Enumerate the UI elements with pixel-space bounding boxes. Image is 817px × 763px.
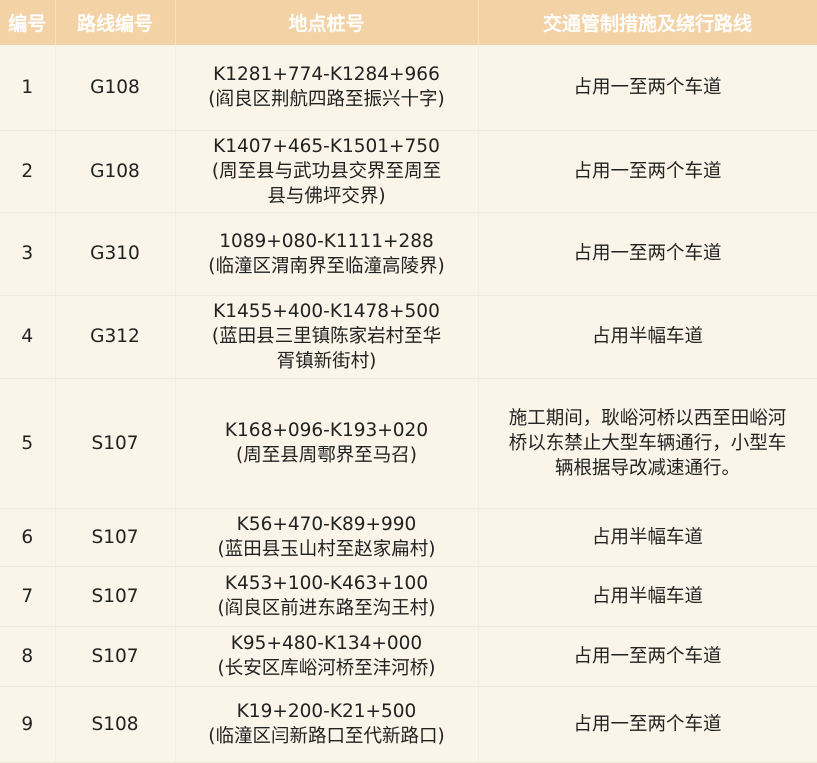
table-row: 7 S107 K453+100-K463+100 (阎良区前进东路至沟王村) 占用半幅…: [0, 566, 817, 627]
header-row: 编号 路线编号 地点桩号 交通管制措施及绕行路线: [0, 0, 817, 45]
location-stake: K19+200-K21+500 (临潼区闫新路口至代新路口): [175, 686, 479, 763]
table-row: 5 S107 K168+096-K193+020 (周至县周鄠界至马召) 施工期间，耿…: [0, 378, 817, 509]
row-number: 5: [0, 378, 56, 509]
location-stake: K56+470-K89+990 (蓝田县玉山村至赵家扁村): [175, 508, 479, 567]
control-measure: 施工期间，耿峪河桥以西至田峪河 桥以东禁止大型车辆通行，小型车 辆根据导改减速通…: [478, 378, 817, 509]
control-measure: 占用半幅车道: [478, 566, 817, 627]
row-number: 7: [0, 566, 56, 627]
row-number: 9: [0, 686, 56, 763]
table-row: 1 G108 K1281+774-K1284+966 (阎良区荆航四路至振兴十字) 占…: [0, 45, 817, 131]
route-code: S108: [55, 686, 176, 763]
header-location: 地点桩号: [175, 0, 479, 45]
location-stake: 1089+080-K1111+288 (临潼区渭南界至临潼高陵界): [175, 212, 479, 296]
location-stake: K453+100-K463+100 (阎良区前进东路至沟王村): [175, 566, 479, 627]
row-number: 1: [0, 45, 56, 131]
header-route: 路线编号: [55, 0, 176, 45]
table-row: 2 G108 K1407+465-K1501+750 (周至县与武功县交界至周至 县…: [0, 130, 817, 213]
header-no: 编号: [0, 0, 56, 45]
control-measure: 占用一至两个车道: [478, 45, 817, 131]
location-stake: K168+096-K193+020 (周至县周鄠界至马召): [175, 378, 479, 509]
control-measure: 占用一至两个车道: [478, 686, 817, 763]
table-row: 4 G312 K1455+400-K1478+500 (蓝田县三里镇陈家岩村至华 胥…: [0, 295, 817, 379]
table-row: 3 G310 1089+080-K1111+288 (临潼区渭南界至临潼高陵界) 占用…: [0, 212, 817, 296]
route-code: S107: [55, 626, 176, 687]
control-measure: 占用一至两个车道: [478, 130, 817, 213]
route-code: G108: [55, 45, 176, 131]
table-row: 6 S107 K56+470-K89+990 (蓝田县玉山村至赵家扁村) 占用半幅车道: [0, 508, 817, 567]
row-number: 6: [0, 508, 56, 567]
control-measure: 占用一至两个车道: [478, 626, 817, 687]
route-code: G108: [55, 130, 176, 213]
route-code: S107: [55, 566, 176, 627]
row-number: 4: [0, 295, 56, 379]
table-row: 8 S107 K95+480-K134+000 (长安区库峪河桥至沣河桥) 占用一至两…: [0, 626, 817, 687]
row-number: 3: [0, 212, 56, 296]
header-measure: 交通管制措施及绕行路线: [478, 0, 817, 45]
route-code: S107: [55, 378, 176, 509]
row-number: 2: [0, 130, 56, 213]
route-code: G312: [55, 295, 176, 379]
location-stake: K1281+774-K1284+966 (阎良区荆航四路至振兴十字): [175, 45, 479, 131]
control-measure: 占用半幅车道: [478, 295, 817, 379]
row-number: 8: [0, 626, 56, 687]
location-stake: K1407+465-K1501+750 (周至县与武功县交界至周至 县与佛坪交界…: [175, 130, 479, 213]
control-measure: 占用半幅车道: [478, 508, 817, 567]
control-measure: 占用一至两个车道: [478, 212, 817, 296]
location-stake: K1455+400-K1478+500 (蓝田县三里镇陈家岩村至华 胥镇新街村): [175, 295, 479, 379]
route-code: S107: [55, 508, 176, 567]
location-stake: K95+480-K134+000 (长安区库峪河桥至沣河桥): [175, 626, 479, 687]
table-row: 9 S108 K19+200-K21+500 (临潼区闫新路口至代新路口) 占用一至两…: [0, 686, 817, 763]
route-code: G310: [55, 212, 176, 296]
